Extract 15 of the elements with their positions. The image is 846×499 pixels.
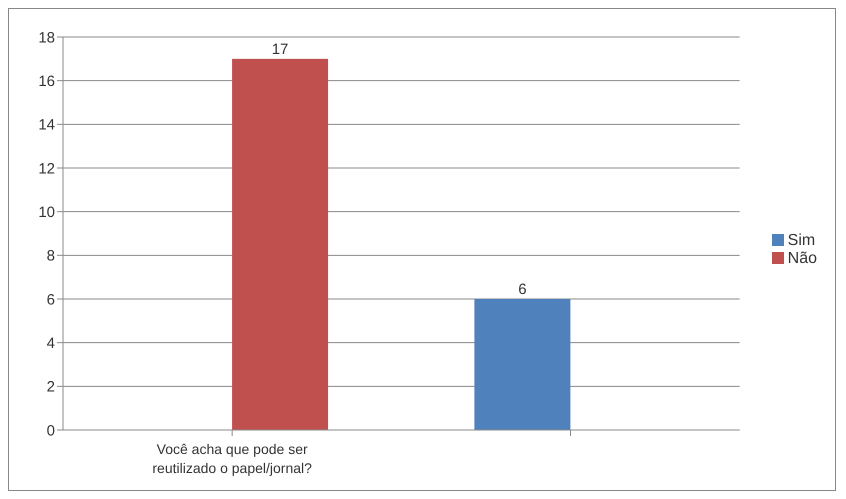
legend-label: Sim bbox=[788, 232, 816, 248]
y-tick-label: 12 bbox=[38, 160, 55, 178]
y-tick-label: 6 bbox=[46, 291, 55, 308]
y-tick-label: 14 bbox=[38, 116, 55, 134]
data-label: 6 bbox=[518, 281, 527, 298]
y-tick-label: 18 bbox=[38, 29, 55, 46]
legend-label: Não bbox=[788, 250, 817, 266]
data-label: 17 bbox=[272, 40, 288, 58]
y-tick-label: 10 bbox=[38, 204, 55, 221]
y-tick-label: 16 bbox=[38, 72, 55, 90]
x-tick-label: Você acha que pode ser reutilizado o papel/jornal? bbox=[152, 441, 312, 476]
y-tick-label: 4 bbox=[46, 334, 55, 352]
y-tick-label: 8 bbox=[46, 248, 55, 265]
y-tick-label: 2 bbox=[46, 378, 55, 396]
y-tick-label: 0 bbox=[46, 422, 55, 440]
